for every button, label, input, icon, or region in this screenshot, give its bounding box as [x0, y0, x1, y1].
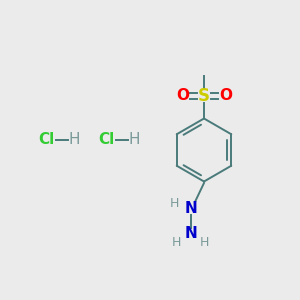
- Text: H: H: [128, 132, 140, 147]
- Text: H: H: [170, 196, 180, 210]
- Text: N: N: [184, 201, 197, 216]
- Text: N: N: [184, 226, 197, 242]
- Text: O: O: [176, 88, 189, 104]
- Text: H: H: [171, 236, 181, 249]
- Text: H: H: [200, 236, 210, 249]
- Text: Cl: Cl: [98, 132, 115, 147]
- Text: S: S: [198, 87, 210, 105]
- Text: O: O: [219, 88, 232, 104]
- Text: H: H: [68, 132, 80, 147]
- Text: Cl: Cl: [38, 132, 55, 147]
